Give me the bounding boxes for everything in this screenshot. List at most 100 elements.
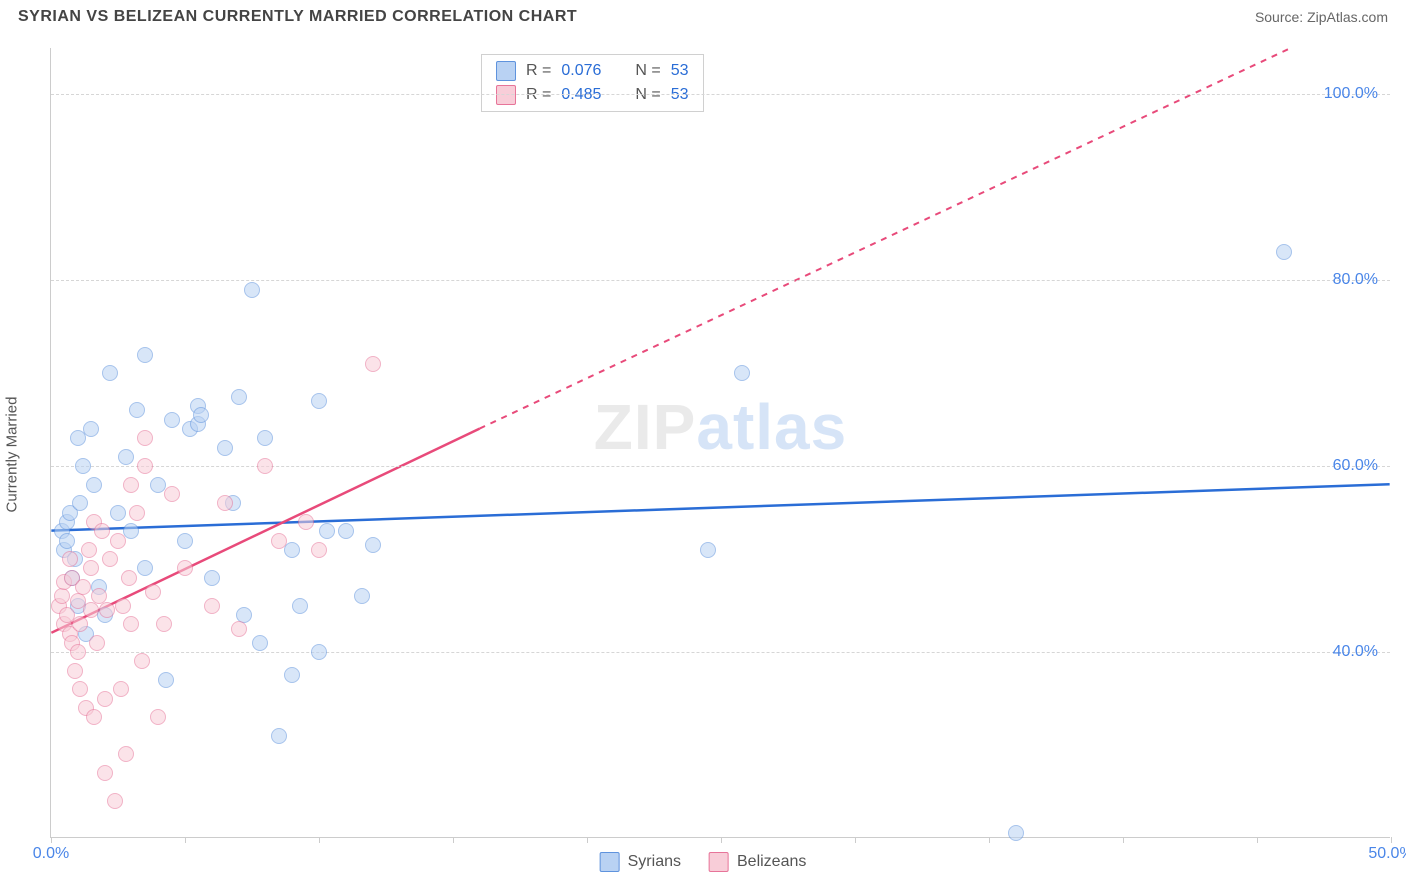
scatter-point [72,495,88,511]
scatter-point [231,621,247,637]
scatter-point [311,393,327,409]
scatter-point [311,644,327,660]
scatter-point [67,663,83,679]
gridline-horizontal [51,94,1390,95]
scatter-point [158,672,174,688]
scatter-point [83,602,99,618]
legend-n-label: N = [635,62,660,80]
scatter-point [118,449,134,465]
scatter-point [81,542,97,558]
x-tick-label: 50.0% [1368,845,1406,863]
y-tick-label: 60.0% [1333,457,1378,475]
scatter-point [284,542,300,558]
scatter-point [338,523,354,539]
scatter-point [70,644,86,660]
scatter-point [118,746,134,762]
legend-series-label: Syrians [628,853,681,871]
scatter-point [284,667,300,683]
watermark-part2: atlas [696,391,847,463]
x-tick-mark [989,837,990,843]
legend-correlation-row: R =0.076N =53 [482,59,703,83]
legend-r-label: R = [526,62,551,80]
y-tick-label: 40.0% [1333,643,1378,661]
trendline-solid [51,484,1389,530]
scatter-point [72,616,88,632]
trendlines-layer [51,48,1390,837]
legend-series: Syrians Belizeans [600,852,807,872]
x-tick-mark [51,837,52,843]
scatter-point [54,588,70,604]
gridline-horizontal [51,466,1390,467]
scatter-point [271,533,287,549]
legend-series-label: Belizeans [737,853,806,871]
watermark-part1: ZIP [594,391,697,463]
scatter-point [271,728,287,744]
scatter-point [177,533,193,549]
x-tick-mark [453,837,454,843]
scatter-point [110,533,126,549]
scatter-point [123,616,139,632]
y-tick-label: 100.0% [1324,85,1378,103]
chart-title: SYRIAN VS BELIZEAN CURRENTLY MARRIED COR… [18,8,577,26]
scatter-point [137,430,153,446]
scatter-point [115,598,131,614]
scatter-point [102,365,118,381]
scatter-point [700,542,716,558]
scatter-point [177,560,193,576]
scatter-point [83,421,99,437]
scatter-point [252,635,268,651]
scatter-point [75,458,91,474]
x-tick-mark [319,837,320,843]
x-tick-mark [587,837,588,843]
scatter-point [298,514,314,530]
scatter-point [86,477,102,493]
legend-swatch [496,61,516,81]
scatter-point [137,560,153,576]
scatter-point [365,356,381,372]
scatter-point [156,616,172,632]
scatter-point [75,579,91,595]
scatter-point [145,584,161,600]
scatter-point [59,533,75,549]
scatter-point [217,495,233,511]
scatter-point [107,793,123,809]
scatter-point [137,347,153,363]
x-tick-label: 0.0% [33,845,69,863]
scatter-point [97,691,113,707]
scatter-point [121,570,137,586]
y-tick-label: 80.0% [1333,271,1378,289]
scatter-point [1276,244,1292,260]
scatter-point [257,430,273,446]
scatter-point [354,588,370,604]
scatter-point [97,765,113,781]
scatter-point [217,440,233,456]
scatter-point [231,389,247,405]
scatter-point [164,412,180,428]
scatter-point [257,458,273,474]
gridline-horizontal [51,652,1390,653]
x-tick-mark [1257,837,1258,843]
legend-swatch [600,852,620,872]
scatter-point [292,598,308,614]
scatter-point [137,458,153,474]
x-tick-mark [1391,837,1392,843]
scatter-point [365,537,381,553]
scatter-point [244,282,260,298]
legend-series-item: Syrians [600,852,681,872]
x-tick-mark [185,837,186,843]
scatter-point [102,551,118,567]
watermark: ZIPatlas [594,390,847,464]
chart-container: ZIPatlas R =0.076N =53R =0.485N =53 40.0… [50,48,1390,838]
scatter-point [164,486,180,502]
scatter-point [62,551,78,567]
plot-area: ZIPatlas R =0.076N =53R =0.485N =53 40.0… [50,48,1390,838]
scatter-point [94,523,110,539]
scatter-point [83,560,99,576]
x-tick-mark [855,837,856,843]
scatter-point [204,598,220,614]
scatter-point [110,505,126,521]
scatter-point [113,681,129,697]
x-tick-mark [721,837,722,843]
scatter-point [99,602,115,618]
legend-correlation: R =0.076N =53R =0.485N =53 [481,54,704,112]
